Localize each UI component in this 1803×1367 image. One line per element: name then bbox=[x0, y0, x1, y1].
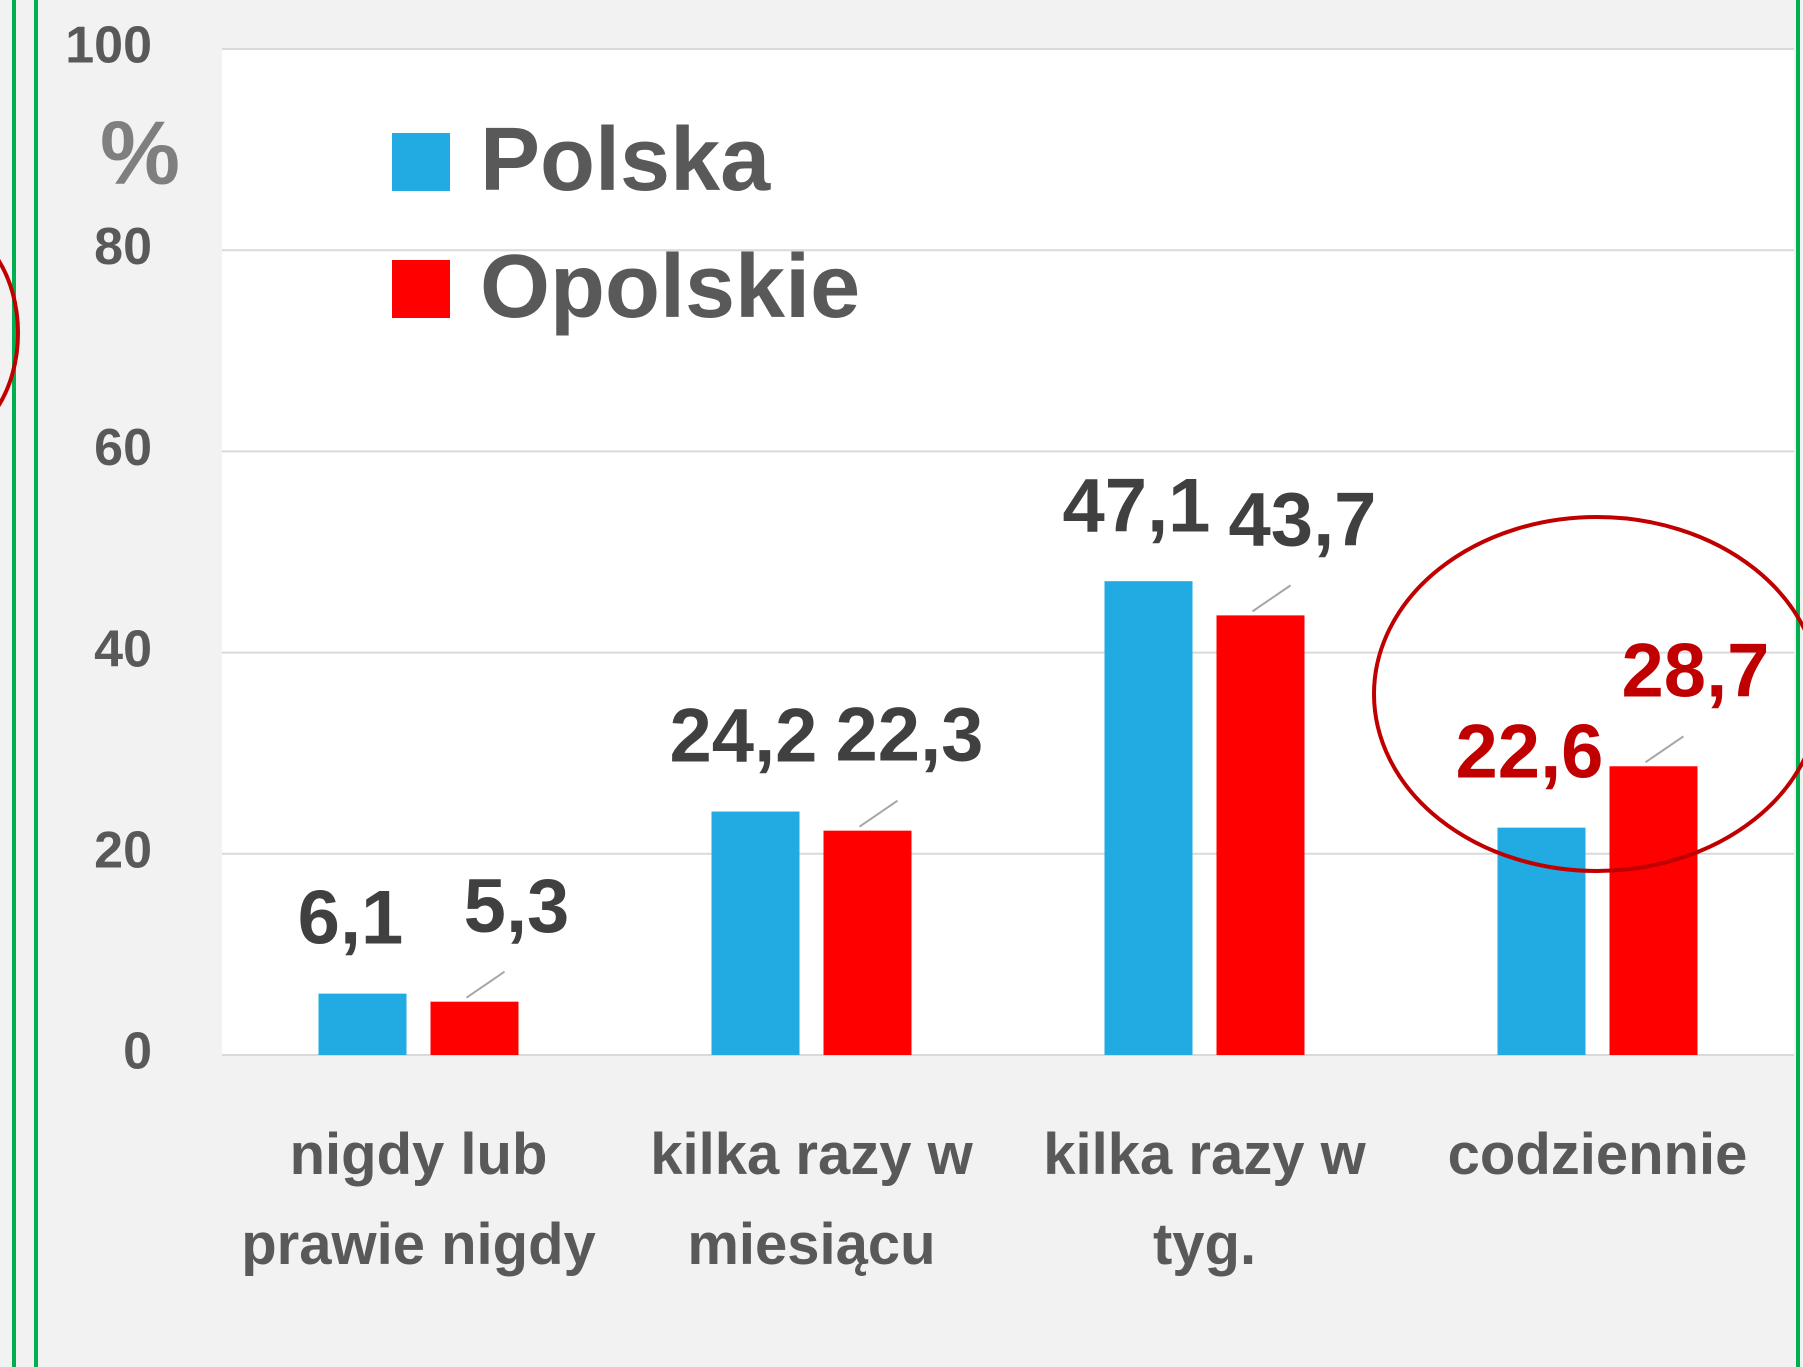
y-tick-label: 80 bbox=[94, 218, 152, 276]
x-tick-label: kilka razy w tyg. bbox=[1043, 1122, 1366, 1277]
legend-swatch bbox=[392, 260, 450, 318]
data-label: 24,2 bbox=[670, 694, 818, 779]
leader-line bbox=[1251, 584, 1292, 613]
bar bbox=[823, 830, 912, 1055]
x-tick-label: kilka razy w miesiącu bbox=[650, 1122, 973, 1277]
x-tick-label: codziennie bbox=[1447, 1122, 1748, 1187]
legend-label: Opolskie bbox=[480, 237, 860, 337]
data-label: 43,7 bbox=[1229, 477, 1377, 562]
data-label: 22,3 bbox=[836, 693, 984, 778]
legend-label: Polska bbox=[480, 110, 771, 210]
bar bbox=[1497, 827, 1586, 1055]
x-tick-label: nigdy lub prawie nigdy bbox=[241, 1122, 596, 1277]
y-tick-label: 100 bbox=[65, 17, 152, 75]
y-tick-label: 20 bbox=[94, 822, 152, 880]
leader-line bbox=[465, 970, 506, 999]
highlight-ellipse bbox=[1372, 515, 1803, 873]
leader-line bbox=[1644, 735, 1685, 764]
bar bbox=[711, 811, 800, 1055]
y-tick-label: 40 bbox=[94, 620, 152, 678]
bar bbox=[1104, 581, 1193, 1055]
bar bbox=[318, 993, 407, 1055]
highlight-ellipse bbox=[0, 258, 20, 408]
legend-swatch bbox=[392, 133, 450, 191]
bar bbox=[1609, 766, 1698, 1055]
data-label: 5,3 bbox=[464, 864, 570, 949]
data-label: 28,7 bbox=[1622, 628, 1770, 713]
data-label: 47,1 bbox=[1063, 463, 1211, 548]
bar bbox=[430, 1001, 519, 1055]
y-axis-label: % bbox=[100, 104, 180, 204]
leader-line bbox=[858, 799, 899, 828]
data-label: 22,6 bbox=[1456, 710, 1604, 795]
y-tick-label: 0 bbox=[123, 1023, 152, 1081]
y-tick-label: 60 bbox=[94, 419, 152, 477]
data-label: 6,1 bbox=[298, 876, 404, 961]
bar bbox=[1216, 615, 1305, 1055]
